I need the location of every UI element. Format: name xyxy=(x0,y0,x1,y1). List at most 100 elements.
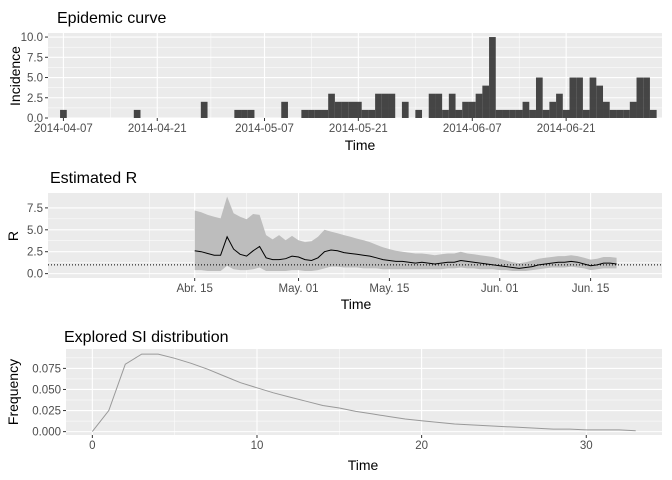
incidence-bar xyxy=(589,77,597,118)
incidence-bar xyxy=(455,109,463,118)
y-tick-label: 5.0 xyxy=(27,225,43,237)
incidence-bar xyxy=(368,109,376,118)
incidence-bar xyxy=(475,93,483,118)
y-tick-label: 0.0 xyxy=(27,113,43,125)
incidence-bar xyxy=(562,109,570,118)
incidence-bar xyxy=(200,101,208,118)
incidence-bar xyxy=(609,109,617,118)
estimated-r-y-label: R xyxy=(5,231,21,241)
x-tick-label: 2014-05-21 xyxy=(329,123,388,135)
incidence-bar xyxy=(428,93,436,118)
incidence-bar xyxy=(489,37,496,118)
incidence-bar xyxy=(401,101,409,118)
incidence-bar xyxy=(348,101,355,118)
incidence-bar xyxy=(308,109,315,118)
incidence-bar xyxy=(328,93,335,118)
incidence-bar xyxy=(468,101,476,118)
x-tick-label: 2014-04-07 xyxy=(34,123,93,135)
incidence-bar xyxy=(629,101,637,118)
credible-interval-band xyxy=(194,196,617,271)
incidence-bar xyxy=(314,109,322,118)
incidence-bar xyxy=(241,109,248,118)
estimated-r-title: Estimated R xyxy=(50,170,137,187)
y-tick-label: 7.5 xyxy=(27,52,43,64)
x-tick-label: 30 xyxy=(580,440,593,452)
x-tick-label: Abr. 15 xyxy=(176,283,212,295)
incidence-bar xyxy=(415,109,423,118)
mean-r-line xyxy=(194,235,617,269)
incidence-bar xyxy=(321,109,329,118)
y-tick-label: 0.050 xyxy=(32,384,61,396)
x-tick-label: 0 xyxy=(89,440,95,452)
epidemic-curve-panel: 0.0 2.5 5.0 7.5 10.0 2014-04-07 2014-04-21 201… xyxy=(7,10,662,153)
incidence-bar xyxy=(462,101,469,118)
incidence-bar xyxy=(281,101,288,118)
incidence-bar xyxy=(361,109,369,118)
incidence-bar xyxy=(569,77,577,118)
incidence-bar xyxy=(234,109,242,118)
x-tick-label: 2014-06-07 xyxy=(443,123,502,135)
epidemic-curve-y-label: Incidence xyxy=(7,46,23,106)
estimated-r-x-label: Time xyxy=(341,296,372,312)
y-tick-label: 0.000 xyxy=(32,427,61,439)
y-tick-label: 0.0 xyxy=(27,269,43,281)
incidence-bar xyxy=(495,109,503,118)
si-distribution-panel: 0.000 0.025 0.050 0.075 0 10 20 30 Explored SI… xyxy=(5,329,662,473)
incidence-bar xyxy=(522,101,530,118)
panel-background xyxy=(66,349,662,435)
incidence-bar xyxy=(334,101,342,118)
x-tick-label: 10 xyxy=(251,440,264,452)
si-distribution-x-label: Time xyxy=(348,457,379,473)
incidence-bar xyxy=(133,109,141,118)
x-tick-label: 20 xyxy=(415,440,428,452)
incidence-bar xyxy=(616,109,624,118)
incidence-bar xyxy=(576,77,583,118)
incidence-bar xyxy=(301,109,309,118)
y-tick-label: 2.5 xyxy=(27,93,43,105)
incidence-bar xyxy=(388,93,396,118)
incidence-bar xyxy=(502,109,510,118)
incidence-bar xyxy=(556,93,563,118)
incidence-bar xyxy=(582,109,590,118)
x-tick-label: 2014-06-21 xyxy=(537,123,596,135)
incidence-bar xyxy=(375,93,382,118)
incidence-bar xyxy=(247,109,255,118)
incidence-bar xyxy=(636,77,644,118)
incidence-bar xyxy=(515,109,523,118)
incidence-bar xyxy=(60,109,67,118)
y-tick-label: 0.025 xyxy=(32,406,61,418)
x-tick-label: 2014-04-21 xyxy=(128,123,187,135)
x-tick-label: May. 15 xyxy=(369,283,409,295)
x-tick-label: Jun. 15 xyxy=(572,283,610,295)
y-tick-label: 2.5 xyxy=(27,247,43,259)
y-tick-label: 0.075 xyxy=(32,363,61,375)
incidence-bar xyxy=(355,101,362,118)
epidemic-curve-title: Epidemic curve xyxy=(57,10,166,27)
incidence-bar xyxy=(549,101,557,118)
x-tick-label: Jun. 01 xyxy=(481,283,519,295)
incidence-bar xyxy=(482,85,490,118)
epidemic-curve-x-label: Time xyxy=(345,137,376,153)
si-distribution-y-label: Frequency xyxy=(5,359,21,425)
incidence-bar xyxy=(535,77,543,118)
si-distribution-line xyxy=(91,353,636,432)
incidence-bar xyxy=(649,109,657,118)
estimated-r-panel: 0.0 2.5 5.0 7.5 Abr. 15 May. 01 May. 15 Jun. 0… xyxy=(5,170,662,312)
incidence-bar xyxy=(341,101,349,118)
x-tick-label: 2014-05-07 xyxy=(235,123,294,135)
y-tick-label: 5.0 xyxy=(27,73,43,85)
incidence-bar xyxy=(596,85,604,118)
incidence-bar xyxy=(643,77,650,118)
incidence-bar xyxy=(442,109,449,118)
si-distribution-title: Explored SI distribution xyxy=(64,329,229,346)
incidence-bar xyxy=(623,109,630,118)
incidence-bar xyxy=(603,101,610,118)
incidence-bar xyxy=(542,109,550,118)
incidence-bar xyxy=(509,109,516,118)
incidence-bar xyxy=(381,93,389,118)
incidence-bar xyxy=(448,93,456,118)
y-tick-label: 7.5 xyxy=(27,203,43,215)
x-tick-label: May. 01 xyxy=(279,283,319,295)
incidence-bar xyxy=(435,93,443,118)
